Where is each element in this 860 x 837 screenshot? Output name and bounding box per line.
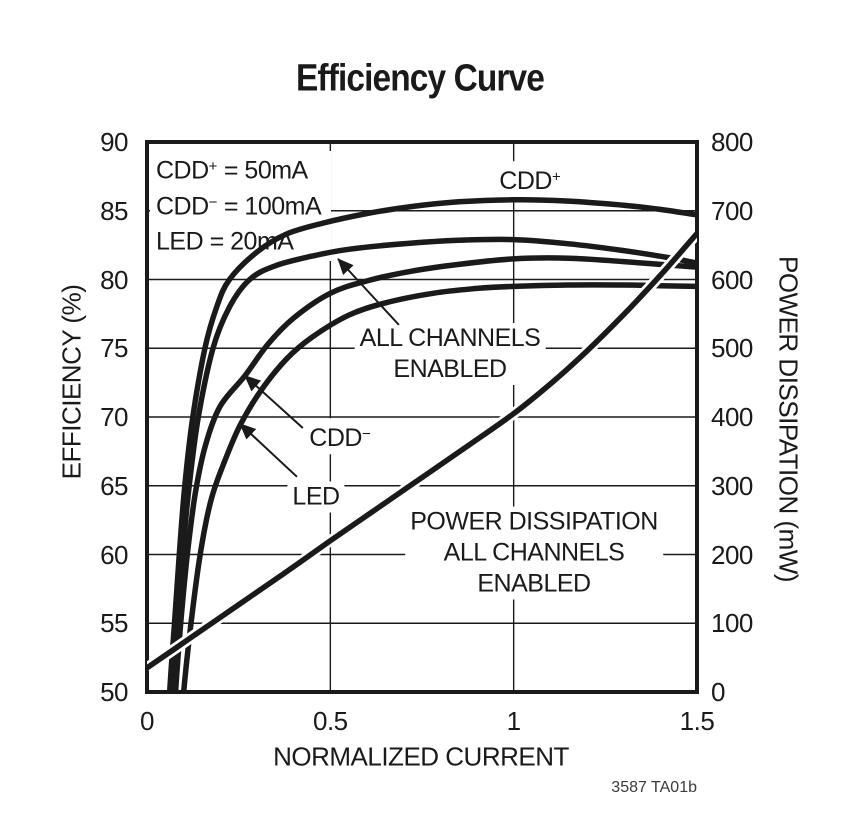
y-left-tick-70: 70 — [100, 402, 128, 432]
condition-line-led: LED = 20mA — [156, 227, 294, 256]
curve-label-cdd-plus: CDD+ — [494, 161, 566, 197]
x-tick-1: 1 — [506, 706, 521, 736]
y-right-tick-700: 700 — [711, 195, 753, 226]
x-tick-1-5: 1.5 — [679, 706, 715, 736]
condition-line-cdd-plus: CDD+ = 50mA — [156, 156, 308, 185]
y-left-tick-80: 80 — [100, 264, 128, 295]
curve-label-all-channels-enabled: ALL CHANNELS ENABLED — [354, 323, 546, 385]
y-right-tick-0: 0 — [711, 677, 725, 707]
y-left-tick-85: 85 — [100, 195, 128, 226]
condition-line-cdd-minus: CDD− = 100mA — [156, 192, 322, 220]
y-right-tick-500: 500 — [711, 333, 753, 364]
y-left-tick-90: 90 — [100, 127, 128, 157]
curve-label-cdd-minus: CDD− — [304, 418, 376, 454]
y-left-axis-title: EFFICIENCY (%) — [56, 284, 87, 480]
chart-title: Efficiency Curve — [296, 57, 545, 100]
test-conditions-annotation: CDD+ = 50mA CDD− = 100mA LED = 20mA — [150, 151, 332, 261]
x-tick-0-5: 0.5 — [313, 706, 348, 736]
y-right-tick-600: 600 — [711, 264, 753, 295]
y-left-tick-75: 75 — [100, 333, 128, 364]
x-tick-0: 0 — [140, 706, 154, 736]
curve-label-led: LED — [287, 481, 345, 513]
y-right-tick-800: 800 — [711, 127, 753, 157]
curve-label-power-dissipation: POWER DISSIPATION ALL CHANNELS ENABLED — [405, 506, 663, 600]
y-right-tick-200: 200 — [711, 539, 753, 570]
y-right-axis-title: POWER DISSIPATION (mW) — [773, 255, 804, 583]
y-left-tick-50: 50 — [100, 677, 128, 707]
figure-reference-code: 3587 TA01b — [611, 779, 697, 796]
y-right-tick-400: 400 — [711, 402, 753, 432]
x-axis-title: NORMALIZED CURRENT — [273, 741, 569, 772]
y-right-tick-300: 300 — [711, 470, 753, 501]
y-left-tick-60: 60 — [100, 539, 128, 570]
y-left-tick-55: 55 — [100, 608, 128, 639]
y-left-tick-65: 65 — [100, 470, 128, 501]
y-right-tick-100: 100 — [711, 608, 753, 639]
